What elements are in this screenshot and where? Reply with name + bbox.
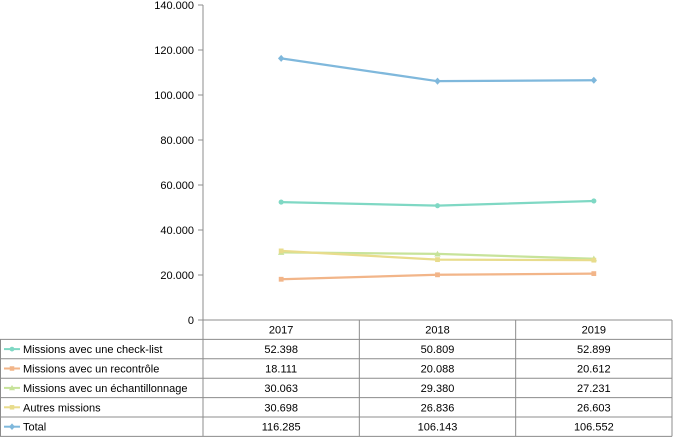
y-tick-label: 40.000 <box>160 225 194 237</box>
data-table-value: 18.111 <box>265 364 297 376</box>
y-tick-label: 120.000 <box>154 45 194 57</box>
data-point <box>278 276 284 282</box>
x-tick-label: 2017 <box>269 325 293 337</box>
data-table-value: 50.809 <box>421 344 455 356</box>
data-point <box>278 199 284 205</box>
data-point <box>434 250 441 257</box>
data-table-value: 29.380 <box>421 383 455 395</box>
data-table-value: 26.603 <box>577 402 611 414</box>
data-table-value: 27.231 <box>577 383 611 395</box>
y-tick-label: 20.000 <box>160 270 194 282</box>
legend-key-marker <box>9 405 15 410</box>
data-table-value: 20.088 <box>421 364 455 376</box>
data-point <box>277 54 285 62</box>
data-table-value: 26.836 <box>421 402 455 414</box>
series-name-label: Missions avec une check-list <box>23 344 162 356</box>
x-tick-label: 2019 <box>582 325 606 337</box>
data-table-value: 106.552 <box>574 422 614 434</box>
legend-key-marker <box>9 423 15 430</box>
y-tick-label: 60.000 <box>160 180 194 192</box>
data-table-value: 20.612 <box>577 364 611 376</box>
y-tick-label: 140.000 <box>154 0 194 12</box>
data-point <box>591 271 597 277</box>
legend-key-marker <box>9 384 15 391</box>
data-table-value: 52.398 <box>264 344 298 356</box>
data-point <box>591 198 597 204</box>
data-point <box>590 76 598 84</box>
y-tick-label: 0 <box>188 315 194 327</box>
x-tick-label: 2018 <box>425 325 449 337</box>
data-point <box>434 77 441 85</box>
data-table-value: 52.899 <box>577 344 611 356</box>
data-point <box>434 203 441 209</box>
data-table-value: 30.063 <box>264 383 298 395</box>
data-point <box>435 257 440 263</box>
data-table-value: 116.285 <box>262 422 301 434</box>
data-point <box>278 248 284 254</box>
legend-key-marker <box>9 366 15 371</box>
y-tick-label: 80.000 <box>160 135 194 147</box>
data-table-value: 30.698 <box>264 402 298 414</box>
series-name-label: Total <box>23 422 46 434</box>
y-tick-label: 100.000 <box>154 90 194 102</box>
series-name-label: Missions avec un recontrôle <box>23 364 159 376</box>
legend-key-marker <box>9 346 15 352</box>
series-name-label: Autres missions <box>23 402 101 414</box>
data-point <box>591 257 597 263</box>
data-table-value: 106.143 <box>418 422 458 434</box>
series-name-label: Missions avec un échantillonnage <box>23 383 188 395</box>
data-point <box>435 272 440 278</box>
